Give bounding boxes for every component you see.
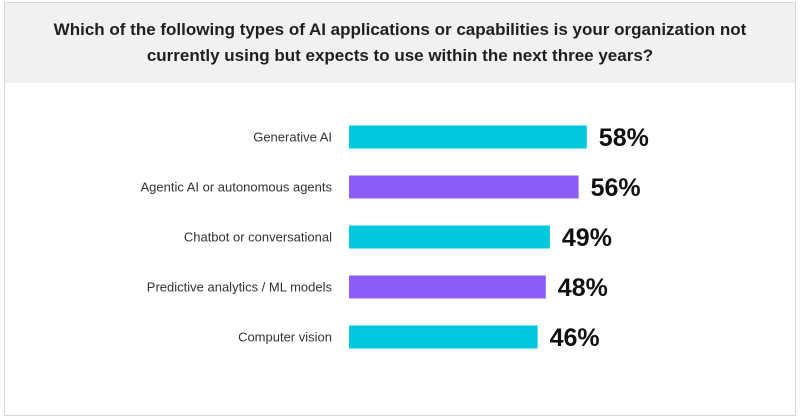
- data-label: 48%: [558, 274, 608, 302]
- chart-title: Which of the following types of AI appli…: [53, 20, 747, 65]
- category-label: Chatbot or conversational: [184, 230, 332, 245]
- bar: [349, 275, 546, 299]
- bar: [349, 225, 550, 249]
- bar: [349, 175, 579, 199]
- bar: [349, 125, 587, 149]
- data-label: 56%: [591, 174, 641, 202]
- data-label: 49%: [562, 224, 612, 252]
- chart-header: Which of the following types of AI appli…: [5, 3, 795, 83]
- category-label: Predictive analytics / ML models: [147, 280, 333, 295]
- category-label: Computer vision: [238, 330, 332, 345]
- category-label: Agentic AI or autonomous agents: [140, 180, 332, 195]
- data-label: 46%: [550, 324, 600, 352]
- data-label: 58%: [599, 124, 649, 152]
- bar: [349, 325, 538, 349]
- category-label: Generative AI: [253, 130, 332, 145]
